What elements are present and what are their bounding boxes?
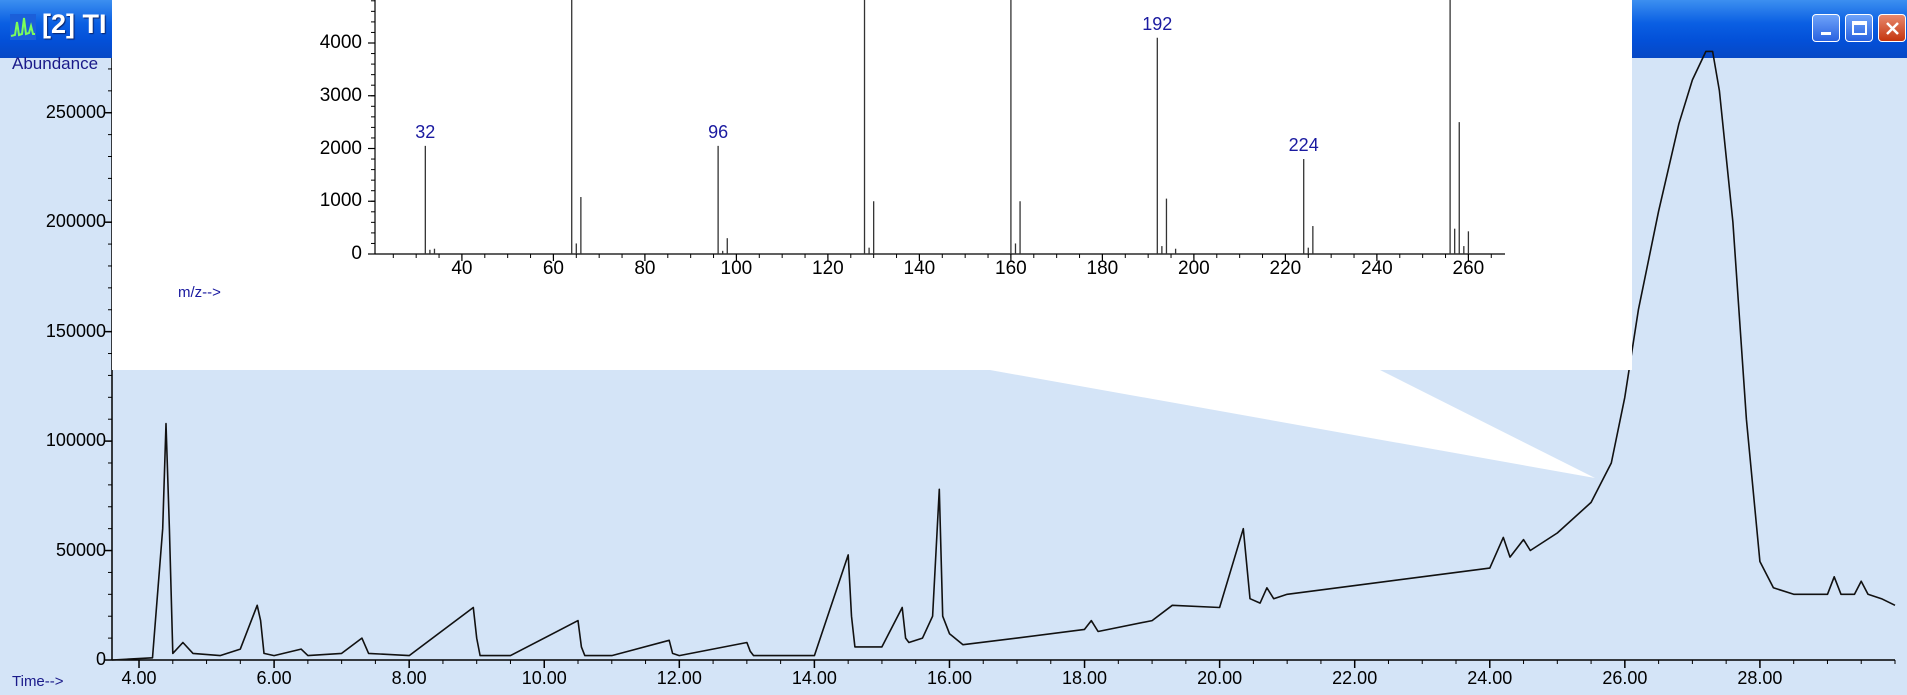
ms-y-tick-label: 4000: [319, 32, 362, 53]
minimize-button[interactable]: [1812, 14, 1840, 42]
tic-y-tick-label: 100000: [45, 430, 106, 451]
ms-x-tick-label: 200: [1178, 258, 1210, 279]
tic-x-tick-label: 14.00: [791, 668, 837, 688]
tic-x-tick-label: 28.00: [1737, 668, 1783, 688]
mass-spectrum-panel: [112, 0, 1632, 370]
ms-x-tick-label: 180: [1086, 258, 1119, 279]
ms-x-tick-label: 100: [720, 258, 753, 279]
tic-y-tick-label: 250000: [45, 101, 106, 122]
ms-peak-label: 96: [708, 121, 729, 142]
ms-peak-label: 192: [1142, 13, 1173, 34]
tic-y-tick-label: 50000: [55, 539, 106, 560]
ms-y-tick-label: 3000: [319, 84, 362, 106]
tic-trace: [111, 50, 1896, 661]
tic-x-tick-label: 12.00: [656, 668, 702, 688]
tic-x-tick-label: 24.00: [1467, 668, 1513, 688]
ms-x-tick-label: 40: [451, 258, 473, 279]
window-title: [2] TI: [42, 9, 107, 39]
tic-x-tick-label: 16.00: [926, 668, 972, 688]
ms-y-tick-label: 2000: [319, 137, 362, 159]
maximize-button[interactable]: [1845, 14, 1873, 42]
ms-x-tick-label: 160: [995, 258, 1027, 279]
tic-y-tick-label: 0: [95, 649, 106, 669]
ms-x-tick-label: 80: [634, 258, 656, 279]
tic-x-tick-label: 4.00: [121, 668, 157, 688]
ms-x-tick-label: 60: [542, 258, 564, 279]
tic-x-tick-label: 6.00: [256, 668, 292, 688]
ms-y-tick-label: 0: [351, 243, 362, 264]
ms-y-tick-label: 1000: [319, 190, 362, 212]
ms-x-tick-label: 220: [1269, 258, 1302, 279]
ms-x-tick-label: 240: [1361, 258, 1393, 279]
tic-y-tick-label: 150000: [45, 320, 106, 341]
ms-peak-label: 32: [415, 121, 436, 142]
chromatogram-icon: [10, 14, 36, 40]
ms-x-axis-label: m/z-->: [178, 284, 221, 301]
close-button[interactable]: [1878, 14, 1906, 42]
tic-x-tick-label: 26.00: [1602, 668, 1648, 688]
tic-x-tick-label: 8.00: [391, 668, 427, 688]
ms-x-tick-label: 140: [903, 258, 936, 279]
y-axis-label: Abundance: [12, 54, 99, 73]
tic-x-tick-label: 10.00: [521, 668, 567, 688]
tic-x-tick-label: 20.00: [1197, 668, 1243, 688]
ms-peak-label: 224: [1288, 135, 1319, 156]
ms-x-tick-label: 120: [812, 258, 844, 279]
close-icon: [1886, 22, 1899, 35]
tic-x-tick-label: 18.00: [1062, 668, 1108, 688]
minimize-icon: [1821, 32, 1831, 35]
x-axis-label: Time-->: [12, 673, 64, 690]
ms-x-tick-label: 260: [1452, 258, 1485, 279]
tic-y-tick-label: 200000: [45, 211, 106, 232]
maximize-icon: [1852, 21, 1867, 35]
tic-x-tick-label: 22.00: [1332, 668, 1378, 688]
